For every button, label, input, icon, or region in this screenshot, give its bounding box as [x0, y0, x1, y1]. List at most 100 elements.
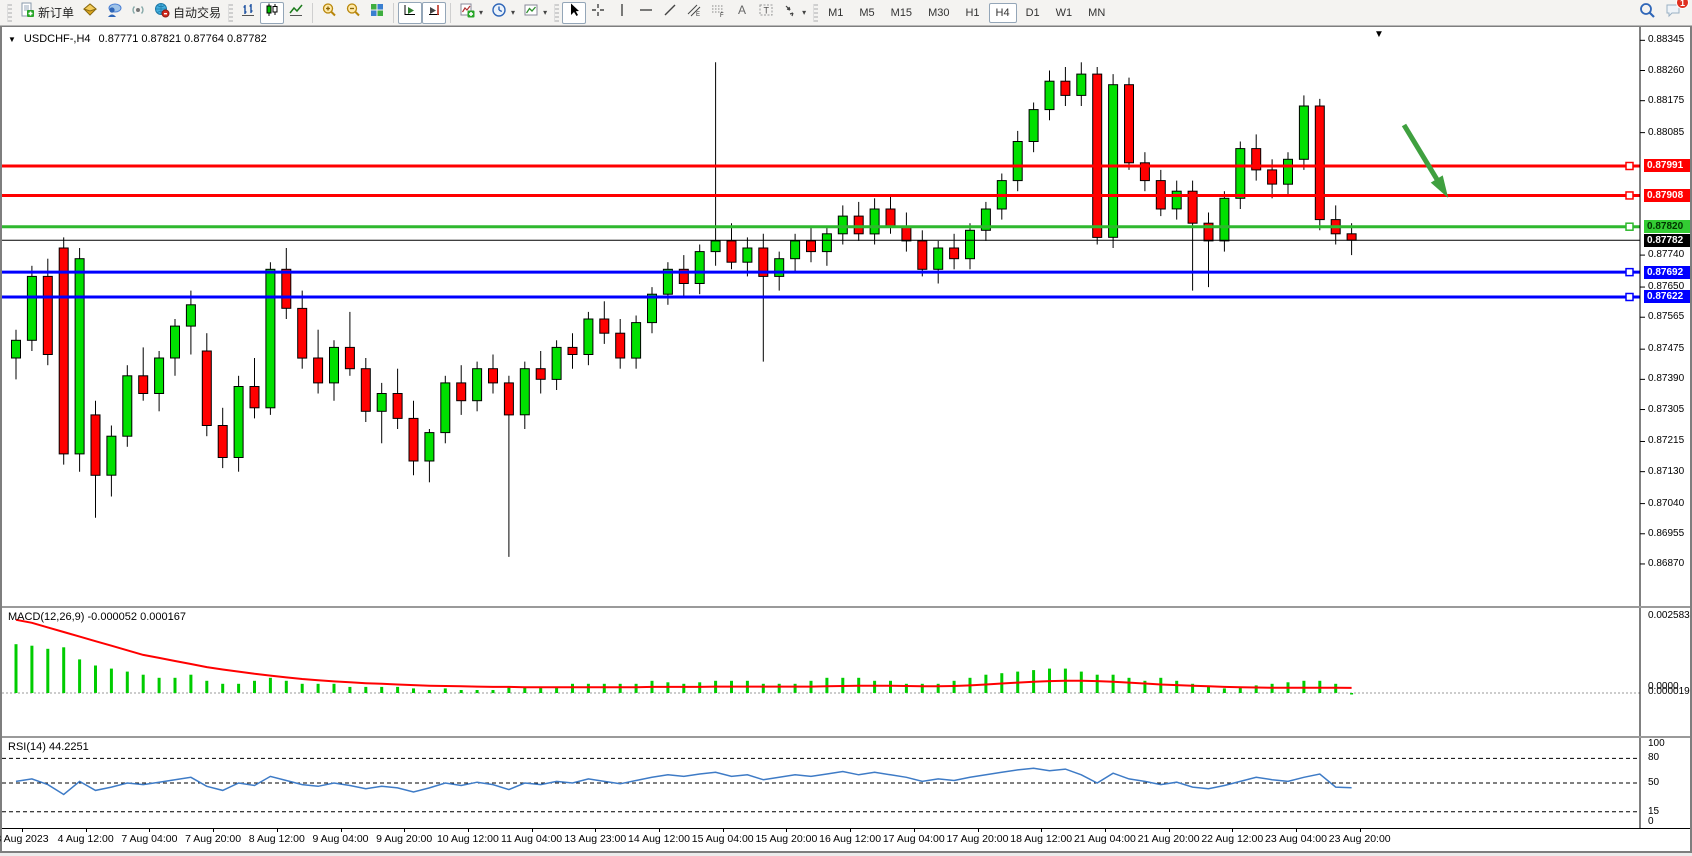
text-tool-button[interactable]: A: [730, 2, 754, 24]
symbol-dropdown-caret[interactable]: ▼: [8, 34, 16, 44]
cursor-tool-button[interactable]: [562, 1, 587, 24]
candlestick-icon: [264, 2, 280, 23]
rsi-pane[interactable]: RSI(14) 44.2251 80 50 15 100 0: [2, 736, 1690, 830]
timeframe-button-m15[interactable]: M15: [890, 6, 913, 19]
time-tick-label: 11 Aug 04:00: [501, 833, 563, 845]
timeframe-button-w1[interactable]: W1: [1055, 6, 1073, 19]
candle-body: [217, 425, 228, 458]
macd-histogram-bar: [141, 674, 145, 693]
zoom-in-button[interactable]: [317, 2, 341, 24]
arrows-tool-button[interactable]: ▾: [778, 2, 810, 24]
signal-icon: [130, 2, 146, 23]
rsi-axis-bottom-label: 0: [1648, 816, 1654, 827]
price-tick-label: 0.87305: [1648, 403, 1685, 415]
new-order-button[interactable]: 新订单: [15, 2, 78, 24]
timeframe-button-m30[interactable]: M30: [928, 6, 950, 19]
macd-label: MACD(12,26,9) -0.000052 0.000167: [8, 611, 186, 623]
candle-body: [1346, 233, 1357, 241]
time-axis[interactable]: 3 Aug 2023 4 Aug 12:00 7 Aug 04:00 7 Aug 20…: [0, 828, 1690, 847]
templates-caret: ▾: [543, 8, 548, 17]
candlestick-mode-button[interactable]: [260, 1, 285, 24]
candle-body: [583, 318, 594, 355]
bar-chart-mode-button[interactable]: [236, 2, 260, 24]
candle-body: [933, 247, 944, 270]
candle-body: [869, 208, 880, 235]
chart-shift-button[interactable]: [422, 1, 447, 24]
candlestick-canvas[interactable]: [2, 27, 1690, 606]
timeframe-button-m1[interactable]: M1: [828, 6, 844, 19]
candle-body: [472, 368, 483, 402]
time-axis-tick: [22, 829, 23, 832]
candle-body: [1203, 222, 1214, 242]
signals-button[interactable]: [126, 2, 150, 24]
macd-histogram-bar: [936, 683, 940, 693]
macd-histogram-bar: [253, 680, 256, 693]
candle-body: [154, 357, 165, 394]
line-chart-mode-button[interactable]: [284, 2, 308, 24]
candle-body: [1267, 169, 1278, 185]
auto-scroll-icon: [402, 2, 418, 23]
indicators-button[interactable]: ▾: [455, 2, 487, 24]
macd-histogram-bar: [1143, 680, 1147, 693]
candle-body: [806, 240, 816, 253]
timeframe-button-mn[interactable]: MN: [1088, 6, 1106, 19]
timeframe-button-m5[interactable]: M5: [859, 6, 875, 19]
text-label-tool-button[interactable]: T: [754, 2, 778, 24]
price-badge: 0.87991: [1644, 159, 1690, 173]
channel-tool-button[interactable]: E: [682, 2, 706, 24]
level-line-handle: [1625, 267, 1634, 277]
macd-histogram-bar: [348, 686, 352, 693]
macd-pane[interactable]: MACD(12,26,9) -0.000052 0.000167 0.00258…: [2, 606, 1690, 738]
line-chart-icon: [288, 2, 304, 23]
price-tick-label: 0.88345: [1648, 34, 1685, 46]
candle-body: [440, 382, 451, 434]
timeframe-button-d1[interactable]: D1: [1025, 6, 1040, 19]
vertical-line-tool-button[interactable]: [610, 2, 634, 24]
notifications-button[interactable]: 1: [1664, 0, 1689, 24]
time-axis-tick: [1232, 829, 1234, 832]
auto-scroll-button[interactable]: [398, 1, 423, 24]
macd-histogram-bar: [237, 683, 241, 693]
time-axis-tick: [913, 829, 915, 832]
main-chart-pane[interactable]: ▼ USDCHF-,H4 0.87771 0.87821 0.87764 0.8…: [2, 27, 1690, 606]
periods-button[interactable]: ▾: [487, 2, 519, 24]
candle-body: [249, 386, 260, 409]
rsi-level-label: 15: [1648, 805, 1660, 817]
candle-body: [1012, 141, 1023, 182]
horizontal-line-tool-button[interactable]: [634, 2, 658, 24]
level-line-handle: [1625, 222, 1634, 231]
macd-histogram-bar: [284, 680, 288, 693]
price-tick-label: 0.87215: [1648, 435, 1685, 447]
zoom-out-button[interactable]: [341, 2, 365, 24]
candle-body: [488, 368, 498, 384]
price-badge: 0.87692: [1644, 265, 1690, 279]
candle-body: [106, 435, 117, 476]
community-button[interactable]: [102, 2, 126, 24]
market-watch-button[interactable]: [78, 2, 102, 24]
macd-histogram-bar: [571, 683, 574, 693]
macd-histogram-bar: [1191, 683, 1195, 693]
macd-histogram-bar: [1111, 674, 1115, 693]
crosshair-icon: [590, 2, 606, 23]
macd-histogram-bar: [904, 683, 908, 693]
crosshair-tool-button[interactable]: [586, 2, 610, 24]
auto-trading-button[interactable]: 自动交易: [150, 2, 225, 24]
timeframe-button-h4[interactable]: H4: [988, 2, 1017, 23]
svg-text:F: F: [720, 13, 724, 18]
time-axis-tick: [977, 829, 979, 832]
search-icon[interactable]: [1638, 1, 1656, 24]
tile-windows-button[interactable]: [365, 2, 389, 24]
macd-axis-zero-label: 0.0000: [1648, 681, 1679, 692]
trendline-tool-button[interactable]: [658, 2, 682, 24]
templates-button[interactable]: ▾: [519, 2, 551, 24]
rsi-level-label: 80: [1648, 752, 1660, 764]
macd-histogram-bar: [475, 690, 479, 694]
fibonacci-tool-button[interactable]: F: [706, 2, 730, 24]
timeframe-button-h1[interactable]: H1: [965, 6, 980, 19]
chart-corner-caret[interactable]: ▼: [1374, 29, 1384, 40]
candle-body: [631, 322, 642, 359]
candle-body: [1314, 105, 1325, 221]
candle-body: [90, 414, 101, 476]
svg-text:A: A: [738, 3, 746, 17]
rsi-level-label: 50: [1648, 777, 1660, 788]
